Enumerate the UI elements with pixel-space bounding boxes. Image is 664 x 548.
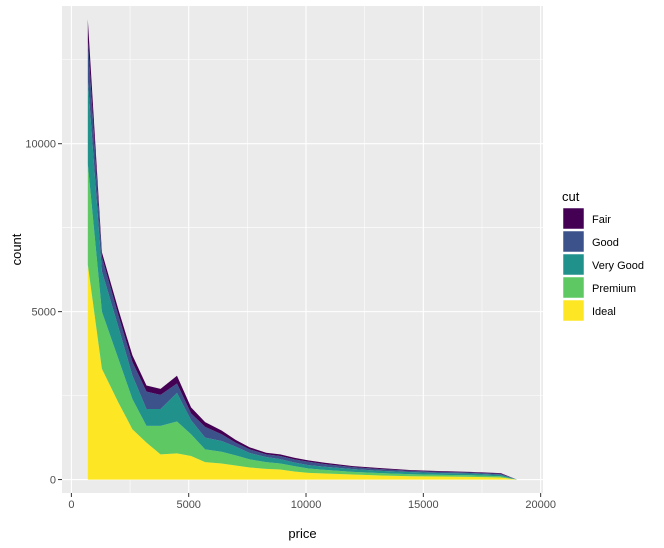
legend-label-premium: Premium xyxy=(592,283,636,295)
y-tick-label: 10000 xyxy=(25,139,56,151)
legend-label-good: Good xyxy=(592,237,619,249)
legend-key-good xyxy=(562,230,585,253)
legend-key-very-good xyxy=(562,253,585,276)
major-grid xyxy=(62,6,543,493)
x-tick-label: 0 xyxy=(68,499,74,511)
y-axis: 0 5000 10000 xyxy=(25,139,62,487)
legend-label-very-good: Very Good xyxy=(592,260,644,272)
y-tick-label: 0 xyxy=(50,475,56,487)
x-axis-title: price xyxy=(288,526,316,541)
x-tick-label: 20000 xyxy=(525,499,556,511)
x-tick-label: 5000 xyxy=(176,499,200,511)
x-tick-label: 15000 xyxy=(408,499,439,511)
legend-label-fair: Fair xyxy=(592,214,611,226)
x-tick-label: 10000 xyxy=(291,499,322,511)
legend-label-ideal: Ideal xyxy=(592,306,616,318)
legend: cut Fair Good Very Good Premium Ideal xyxy=(562,189,644,322)
legend-key-fair xyxy=(562,207,585,230)
legend-key-ideal xyxy=(562,299,585,322)
legend-title: cut xyxy=(562,189,580,204)
area-ideal xyxy=(87,264,518,480)
minor-grid xyxy=(62,6,543,493)
y-axis-title: count xyxy=(9,233,24,265)
y-tick-label: 5000 xyxy=(32,307,56,319)
x-axis: 0 5000 10000 15000 20000 xyxy=(68,493,556,511)
area-layers xyxy=(87,19,518,480)
legend-key-premium xyxy=(562,276,585,299)
